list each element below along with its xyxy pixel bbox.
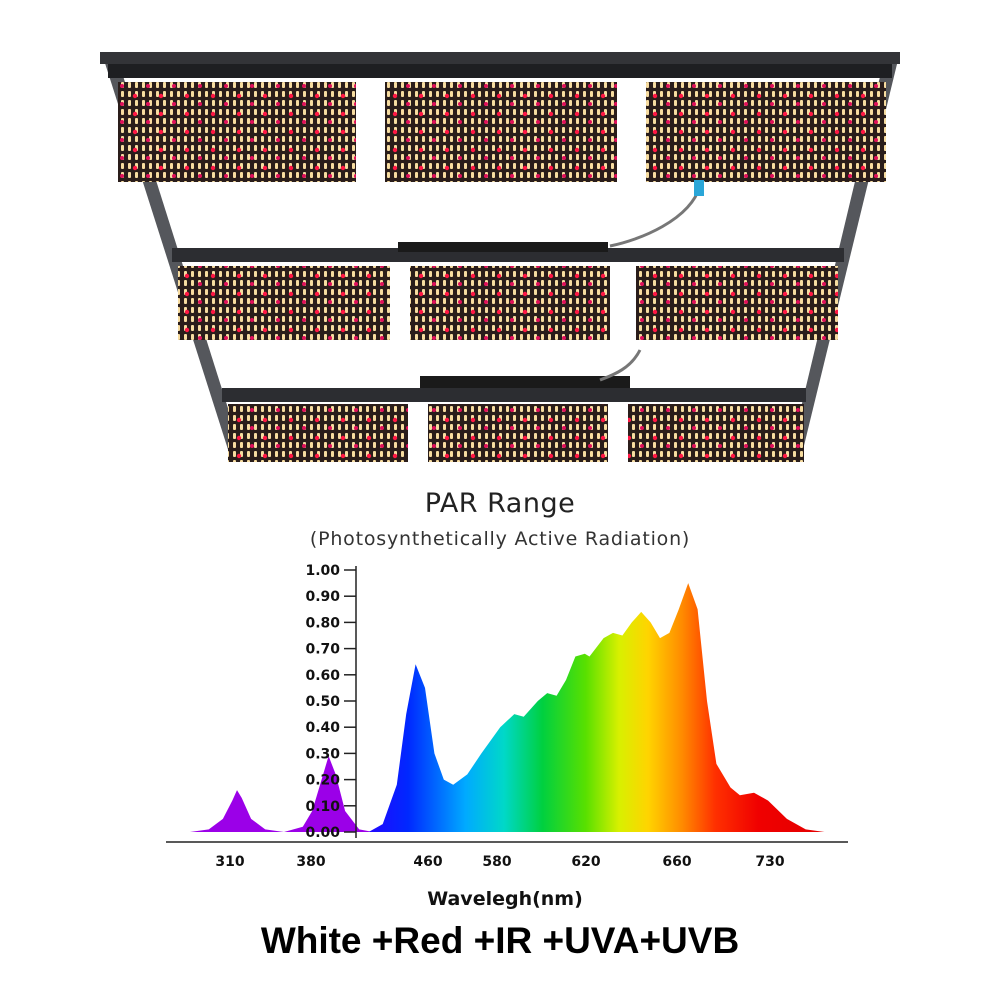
top-panel-row bbox=[100, 52, 900, 182]
x-tick-label: 460 bbox=[413, 854, 442, 870]
x-tick-label: 730 bbox=[755, 854, 784, 870]
y-tick-label: 0.10 bbox=[305, 799, 340, 815]
y-tick-label: 0.00 bbox=[305, 825, 340, 841]
y-tick-label: 0.30 bbox=[305, 746, 340, 762]
y-tick-label: 0.80 bbox=[305, 615, 340, 631]
y-tick-label: 0.60 bbox=[305, 668, 340, 684]
x-tick-label: 580 bbox=[482, 854, 511, 870]
caption: White +Red +IR +UVA+UVB bbox=[260, 920, 740, 961]
y-tick-label: 0.20 bbox=[305, 773, 340, 789]
chart-subtitle: (Photosynthetically Active Radiation) bbox=[309, 528, 691, 550]
x-tick-label: 620 bbox=[571, 854, 600, 870]
led-grow-light-image bbox=[100, 52, 900, 462]
y-tick-label: 0.40 bbox=[305, 720, 340, 736]
chart-title: PAR Range bbox=[424, 488, 576, 519]
uv-series-area bbox=[190, 756, 374, 832]
visible-spectrum-series-area bbox=[368, 583, 825, 832]
bottom-panel-row bbox=[222, 388, 806, 462]
y-tick-label: 0.90 bbox=[305, 589, 340, 605]
x-tick-label: 380 bbox=[296, 854, 325, 870]
y-tick-label: 0.70 bbox=[305, 642, 340, 658]
middle-panel-row bbox=[172, 248, 844, 340]
x-tick-label: 660 bbox=[662, 854, 691, 870]
y-tick-label: 0.50 bbox=[305, 694, 340, 710]
x-tick-label: 310 bbox=[215, 854, 244, 870]
y-tick-label: 1.00 bbox=[305, 563, 340, 579]
x-axis-label: Wavelegh(nm) bbox=[427, 888, 583, 910]
